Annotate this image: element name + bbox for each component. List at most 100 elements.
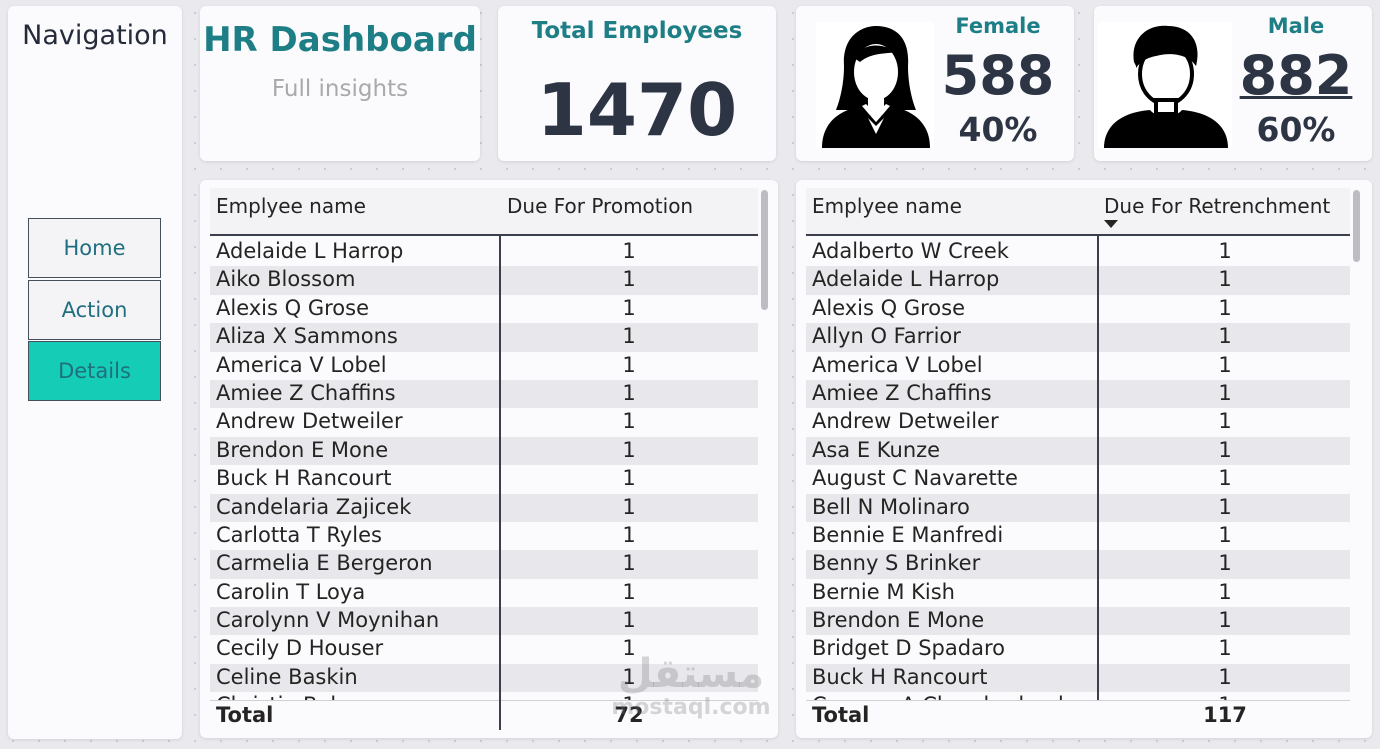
table-row[interactable]: Adelaide L Harrop 1 <box>210 238 758 266</box>
scrollbar[interactable] <box>761 190 768 310</box>
due-value-cell: 1 <box>622 295 636 320</box>
employee-name-cell: Amiee Z Chaffins <box>812 380 992 405</box>
due-value-cell: 1 <box>1218 522 1232 547</box>
table-row[interactable]: Asa E Kunze 1 <box>806 436 1350 466</box>
due-value-cell: 1 <box>1218 352 1232 377</box>
table-row[interactable]: Carmelia E Bergeron 1 <box>210 550 758 579</box>
total-label: Total <box>812 703 870 727</box>
table-row[interactable]: Amiee Z Chaffins 1 <box>806 379 1350 409</box>
table-row[interactable]: Carmen A Chamberland 1 <box>806 692 1350 700</box>
table-row[interactable]: Bell N Molinaro 1 <box>806 493 1350 522</box>
column-header-employee-name[interactable]: Emplyee name <box>812 194 962 218</box>
table-row[interactable]: Benny S Brinker 1 <box>806 550 1350 579</box>
employee-name-cell: Adalberto W Creek <box>812 239 1009 263</box>
table-row[interactable]: Bridget D Spadaro 1 <box>806 635 1350 663</box>
table-row[interactable]: Brendon E Mone 1 <box>210 436 758 466</box>
due-value-cell: 1 <box>622 466 636 491</box>
employee-name-cell: Cecily D Houser <box>216 636 384 661</box>
table-row[interactable]: Alexis Q Grose 1 <box>806 295 1350 323</box>
employee-name-cell: Carlotta T Ryles <box>216 522 382 547</box>
table-row[interactable]: Carolin T Loya 1 <box>210 579 758 607</box>
table-row[interactable]: Carlotta T Ryles 1 <box>210 522 758 550</box>
table-row[interactable]: Amiee Z Chaffins 1 <box>210 379 758 409</box>
table-row[interactable]: Carolynn V Moynihan 1 <box>210 607 758 636</box>
column-divider <box>1097 236 1099 730</box>
table-total-row: Total 117 <box>806 700 1350 730</box>
scrollbar[interactable] <box>1353 190 1360 262</box>
table-row[interactable]: America V Lobel 1 <box>806 352 1350 380</box>
column-divider <box>499 236 501 730</box>
table-row[interactable]: Bernie M Kish 1 <box>806 579 1350 607</box>
employee-name-cell: America V Lobel <box>216 352 387 377</box>
table-row[interactable]: Adalberto W Creek 1 <box>806 238 1350 266</box>
due-value-cell: 1 <box>1218 551 1232 576</box>
table-row[interactable]: Andrew Detweiler 1 <box>806 408 1350 436</box>
promotion-table: Emplyee name Due For Promotion Adelaide … <box>210 188 758 730</box>
navigation-panel: Navigation Home Action Details <box>8 6 182 739</box>
total-value: 72 <box>614 703 644 727</box>
employee-name-cell: Celine Baskin <box>216 664 358 689</box>
male-count-value: 882 <box>1239 44 1353 107</box>
action-button[interactable]: Action <box>28 280 161 340</box>
retrenchment-table: Emplyee name Due For Retrenchment Adalbe… <box>806 188 1350 730</box>
table-total-row: Total 72 <box>210 700 758 730</box>
table-row[interactable]: Andrew Detweiler 1 <box>210 408 758 436</box>
total-employees-label: Total Employees <box>531 18 743 44</box>
due-value-cell: 1 <box>622 636 636 661</box>
due-value-cell: 1 <box>1218 636 1232 661</box>
table-header: Emplyee name Due For Retrenchment <box>806 188 1350 236</box>
due-value-cell: 1 <box>622 267 636 292</box>
employee-name-cell: America V Lobel <box>812 352 983 377</box>
employee-name-cell: Buck H Rancourt <box>216 466 392 491</box>
table-row[interactable]: Candelaria Zajicek 1 <box>210 493 758 522</box>
female-count: 588 <box>941 44 1055 107</box>
employee-name-cell: Alexis Q Grose <box>216 295 369 320</box>
column-header-due-for-retrenchment[interactable]: Due For Retrenchment <box>1104 194 1331 218</box>
promotion-table-rows: Adelaide L Harrop 1 Aiko Blossom 1 Alexis Q … <box>210 238 758 700</box>
employee-name-cell: Andrew Detweiler <box>812 409 999 434</box>
table-row[interactable]: Celine Baskin 1 <box>210 663 758 693</box>
due-value-cell: 1 <box>622 664 636 689</box>
total-label: Total <box>216 703 274 727</box>
due-value-cell: 1 <box>1218 239 1232 263</box>
table-row[interactable]: America V Lobel 1 <box>210 352 758 380</box>
table-row[interactable]: Aliza X Sammons 1 <box>210 323 758 352</box>
home-button[interactable]: Home <box>28 218 161 278</box>
due-value-cell: 1 <box>1218 380 1232 405</box>
table-row[interactable]: Bennie E Manfredi 1 <box>806 522 1350 550</box>
due-value-cell: 1 <box>1218 324 1232 349</box>
employee-name-cell: Christie Baker <box>216 693 363 700</box>
table-row[interactable]: Aiko Blossom 1 <box>210 266 758 295</box>
employee-name-cell: Carmen A Chamberland <box>812 693 1064 700</box>
column-header-due-for-promotion[interactable]: Due For Promotion <box>507 194 694 218</box>
table-row[interactable]: Allyn O Farrior 1 <box>806 323 1350 352</box>
male-avatar-icon <box>1098 22 1232 148</box>
employee-name-cell: Amiee Z Chaffins <box>216 380 396 405</box>
male-label: Male <box>1267 14 1325 38</box>
table-row[interactable]: Alexis Q Grose 1 <box>210 295 758 323</box>
due-value-cell: 1 <box>1218 437 1232 462</box>
employee-name-cell: Carolin T Loya <box>216 579 366 604</box>
table-row[interactable]: Buck H Rancourt 1 <box>210 465 758 493</box>
male-card: Male 882 60% <box>1094 6 1372 161</box>
employee-name-cell: Brendon E Mone <box>216 437 389 462</box>
due-value-cell: 1 <box>1218 267 1232 292</box>
column-header-employee-name[interactable]: Emplyee name <box>216 194 366 218</box>
table-row[interactable]: Brendon E Mone 1 <box>806 607 1350 636</box>
due-value-cell: 1 <box>622 522 636 547</box>
table-row[interactable]: Christie Baker 1 <box>210 692 758 700</box>
employee-name-cell: Bennie E Manfredi <box>812 522 1004 547</box>
table-row[interactable]: Cecily D Houser 1 <box>210 635 758 663</box>
male-count: 882 <box>1236 44 1356 107</box>
employee-name-cell: Bridget D Spadaro <box>812 636 1005 661</box>
details-button[interactable]: Details <box>28 341 161 401</box>
table-row[interactable]: Buck H Rancourt 1 <box>806 663 1350 693</box>
employee-name-cell: Carolynn V Moynihan <box>216 608 440 633</box>
retrenchment-table-card: Emplyee name Due For Retrenchment Adalbe… <box>796 180 1372 738</box>
table-row[interactable]: Adelaide L Harrop 1 <box>806 266 1350 295</box>
employee-name-cell: Benny S Brinker <box>812 551 981 576</box>
table-row[interactable]: August C Navarette 1 <box>806 465 1350 493</box>
sort-descending-icon[interactable] <box>1104 220 1118 228</box>
due-value-cell: 1 <box>1218 664 1232 689</box>
employee-name-cell: Buck H Rancourt <box>812 664 988 689</box>
